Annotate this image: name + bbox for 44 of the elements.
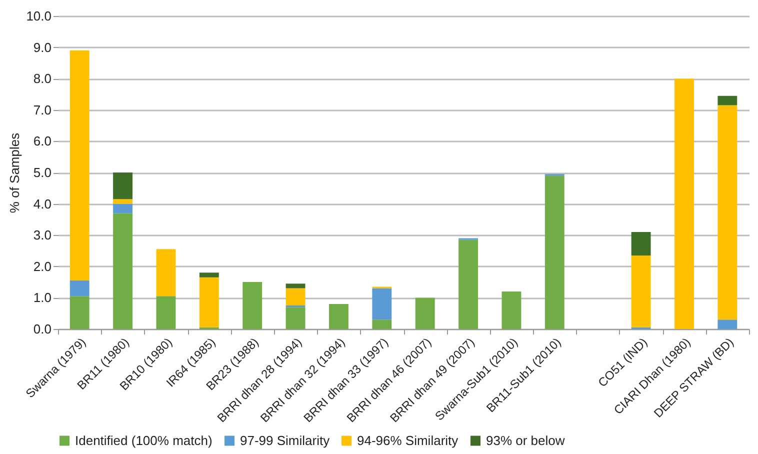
bar	[70, 280, 90, 296]
bar	[286, 284, 306, 288]
bar	[199, 272, 219, 278]
legend-label: 93% or below	[486, 432, 566, 448]
bar	[70, 50, 90, 280]
bar	[113, 213, 132, 329]
bar	[242, 282, 262, 329]
y-tick-label: 3.0	[33, 228, 52, 243]
bar	[544, 176, 564, 329]
bar	[113, 172, 132, 200]
y-tick-label: 0.0	[33, 322, 52, 336]
bar	[286, 307, 306, 329]
y-tick-label: 5.0	[33, 165, 52, 180]
y-tick-label: 10.0	[26, 8, 52, 24]
bar	[458, 240, 478, 329]
bar	[70, 296, 90, 329]
y-tick-label: 7.0	[33, 102, 52, 118]
bar	[156, 249, 176, 296]
bar	[372, 288, 392, 320]
bar	[415, 298, 435, 329]
y-tick-label: 4.0	[33, 196, 52, 212]
bar	[502, 291, 522, 329]
legend-label: Identified (100% match)	[75, 432, 212, 448]
bar	[286, 288, 306, 306]
bar	[674, 78, 694, 329]
y-tick-label: 8.0	[33, 71, 52, 86]
bar	[199, 277, 219, 328]
bar	[329, 304, 348, 329]
legend-label: 97-99 Similarity	[240, 432, 330, 448]
bar	[718, 105, 738, 320]
y-tick-label: 2.0	[33, 258, 52, 274]
legend-label: 94-96% Similarity	[357, 432, 459, 448]
y-tick-label: 9.0	[33, 40, 52, 55]
bar	[631, 255, 651, 328]
bar	[631, 232, 651, 256]
bar	[718, 320, 738, 329]
bar	[718, 96, 738, 106]
bar	[113, 204, 132, 214]
y-tick-label: 1.0	[33, 290, 52, 306]
bar	[372, 320, 392, 329]
bar	[113, 199, 132, 204]
y-tick-label: 6.0	[33, 134, 52, 149]
y-axis-title: % of Samples	[7, 132, 22, 214]
bar	[156, 296, 176, 329]
